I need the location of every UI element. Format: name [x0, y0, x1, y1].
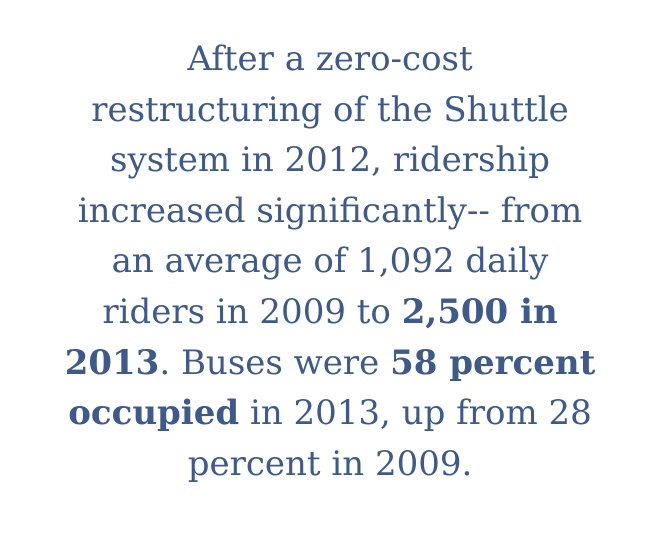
- text: system in 2012, ridership: [110, 140, 550, 181]
- text: in 2013, up from 28: [239, 393, 592, 434]
- line: riders in 2009 to 2,500 in: [0, 287, 660, 338]
- line: an average of 1,092 daily: [0, 236, 660, 287]
- line: increased significantly-- from: [0, 186, 660, 237]
- bold-text: 2,500 in: [401, 291, 558, 332]
- text: increased significantly-- from: [77, 190, 583, 231]
- text: restructuring of the Shuttle: [91, 89, 569, 130]
- line: restructuring of the Shuttle: [0, 85, 660, 136]
- text: riders in 2009 to: [102, 291, 402, 332]
- bold-text: 2013: [64, 342, 160, 383]
- line: percent in 2009.: [0, 439, 660, 490]
- line: 2013. Buses were 58 percent: [0, 338, 660, 389]
- text: an average of 1,092 daily: [111, 241, 549, 282]
- text: After a zero-cost: [187, 39, 473, 79]
- line: system in 2012, ridership: [0, 135, 660, 186]
- line: After a zero-cost: [0, 34, 660, 85]
- bold-text: occupied: [68, 393, 240, 434]
- text: . Buses were: [159, 342, 391, 383]
- text: percent in 2009.: [187, 443, 473, 484]
- bold-text: 58 percent: [390, 342, 596, 383]
- paragraph: After a zero-cost restructuring of the S…: [0, 34, 660, 489]
- line: occupied in 2013, up from 28: [0, 388, 660, 439]
